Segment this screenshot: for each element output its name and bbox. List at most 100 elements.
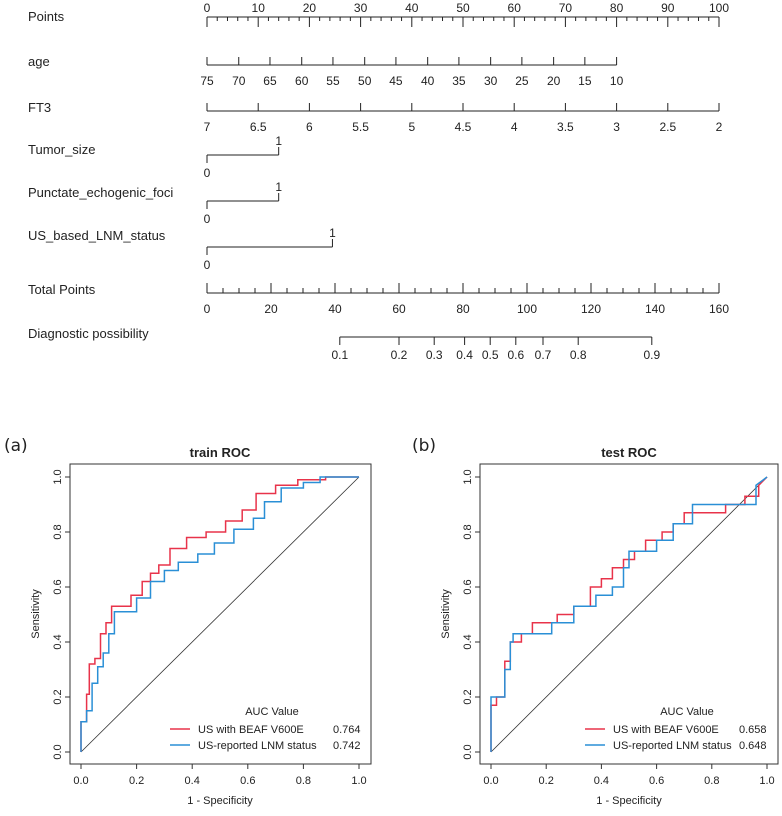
y-tick-label: 0.6 <box>462 579 474 594</box>
legend-auc-value: 0.764 <box>333 724 361 736</box>
ft3-tick-label: 5.5 <box>352 120 369 134</box>
legend-auc-value: 0.742 <box>333 740 361 752</box>
age-tick-label: 45 <box>389 74 403 88</box>
age-tick-label: 60 <box>295 74 309 88</box>
train-roc-chart: train ROC 0.0 0.0 0.2 0.2 0.4 0.4 0.6 0.6 0.8 0.8 1… <box>30 445 372 807</box>
legend-series-name: US with BEAF V600E <box>613 724 719 736</box>
y-tick-label: 0.0 <box>52 744 64 759</box>
legend-title: AUC Value <box>245 706 299 718</box>
tumor-size-level-label: 0 <box>204 166 211 180</box>
ft3-tick-label: 3.5 <box>557 120 574 134</box>
possibility-tick-label: 0.5 <box>482 348 499 362</box>
x-tick-label: 1.0 <box>351 775 366 787</box>
total-tick-label: 40 <box>328 302 342 316</box>
x-tick-label: 0.8 <box>704 775 719 787</box>
nomogram: Points age FT3 Tumor_size Punctate_echogenic… <box>28 1 729 362</box>
x-tick-label: 0.2 <box>539 775 554 787</box>
legend-series-name: US with BEAF V600E <box>198 724 304 736</box>
y-tick-label: 1.0 <box>462 469 474 484</box>
points-tick-label: 20 <box>303 1 317 15</box>
ft3-tick-label: 4.5 <box>455 120 472 134</box>
points-tick-label: 60 <box>508 1 522 15</box>
y-tick-label: 0.6 <box>52 579 64 594</box>
legend-series-name: US-reported LNM status <box>198 740 317 752</box>
tumor-size-level-label: 1 <box>275 134 282 148</box>
age-tick-label: 70 <box>232 74 246 88</box>
row-label-us-based-lnm-status: US_based_LNM_status <box>28 228 166 243</box>
possibility-tick-label: 0.7 <box>535 348 552 362</box>
row-label-tumor-size: Tumor_size <box>28 142 95 157</box>
chart-title: train ROC <box>190 445 251 460</box>
age-tick-label: 50 <box>358 74 372 88</box>
y-tick-label: 0.8 <box>52 524 64 539</box>
x-tick-label: 1.0 <box>759 775 774 787</box>
y-tick-label: 0.2 <box>462 689 474 704</box>
test-roc-chart: test ROC 0.0 0.0 0.2 0.2 0.4 0.4 0.6 0.6 0.8 0.8 1.… <box>440 445 779 807</box>
total-tick-label: 80 <box>456 302 470 316</box>
diagonal-reference-line <box>490 476 768 753</box>
y-tick-label: 0.8 <box>462 524 474 539</box>
x-axis-label: 1 - Specificity <box>187 795 253 807</box>
age-tick-label: 75 <box>200 74 214 88</box>
ft3-tick-label: 5 <box>408 120 415 134</box>
roc-curve-series-1 <box>80 476 359 752</box>
ft3-tick-label: 4 <box>511 120 518 134</box>
points-tick-label: 10 <box>252 1 266 15</box>
roc-curve-series-2 <box>80 476 359 752</box>
total-tick-label: 120 <box>581 302 601 316</box>
row-label-points: Points <box>28 9 65 24</box>
points-tick-label: 70 <box>559 1 573 15</box>
age-tick-label: 30 <box>484 74 498 88</box>
total-tick-label: 140 <box>645 302 665 316</box>
row-label-total-points: Total Points <box>28 282 96 297</box>
points-tick-label: 90 <box>661 1 675 15</box>
row-label-punctate-echogenic-foci: Punctate_echogenic_foci <box>28 185 173 200</box>
plot-frame <box>69 463 372 765</box>
x-tick-label: 0.0 <box>73 775 88 787</box>
ft3-tick-label: 6 <box>306 120 313 134</box>
ft3-tick-label: 7 <box>204 120 211 134</box>
possibility-tick-label: 0.4 <box>456 348 473 362</box>
y-axis-label: Sensitivity <box>440 589 452 639</box>
y-tick-label: 1.0 <box>52 469 64 484</box>
row-label-ft3: FT3 <box>28 100 51 115</box>
row-label-age: age <box>28 54 50 69</box>
total-tick-label: 100 <box>517 302 537 316</box>
ft3-tick-label: 3 <box>613 120 620 134</box>
us-based-lnm-status-level-label: 0 <box>204 258 211 272</box>
row-label-diagnostic-possibility: Diagnostic possibility <box>28 326 149 341</box>
punctate-echogenic-foci-level-label: 0 <box>204 212 211 226</box>
x-axis-label: 1 - Specificity <box>596 795 662 807</box>
plot-frame <box>479 463 779 765</box>
punctate-echogenic-foci-level-label: 1 <box>275 180 282 194</box>
diagonal-reference-line <box>80 476 360 753</box>
possibility-tick-label: 0.8 <box>570 348 587 362</box>
points-tick-label: 30 <box>354 1 368 15</box>
y-tick-label: 0.0 <box>462 744 474 759</box>
age-tick-label: 10 <box>610 74 624 88</box>
ft3-tick-label: 6.5 <box>250 120 267 134</box>
ft3-tick-label: 2 <box>716 120 723 134</box>
points-tick-label: 50 <box>456 1 470 15</box>
possibility-tick-label: 0.3 <box>426 348 443 362</box>
legend-series-name: US-reported LNM status <box>613 740 732 752</box>
age-tick-label: 35 <box>452 74 466 88</box>
y-tick-label: 0.2 <box>52 689 64 704</box>
x-tick-label: 0.0 <box>483 775 498 787</box>
age-tick-label: 25 <box>515 74 529 88</box>
x-tick-label: 0.4 <box>594 775 609 787</box>
possibility-tick-label: 0.9 <box>643 348 660 362</box>
legend-title: AUC Value <box>660 706 714 718</box>
total-tick-label: 0 <box>204 302 211 316</box>
roc-curve-series-2 <box>490 476 768 752</box>
total-tick-label: 160 <box>709 302 729 316</box>
age-tick-label: 55 <box>326 74 340 88</box>
panel-label-b: (b) <box>412 436 437 456</box>
panel-label-a: (a) <box>4 436 28 456</box>
x-tick-label: 0.4 <box>185 775 200 787</box>
x-tick-label: 0.2 <box>129 775 144 787</box>
age-tick-label: 40 <box>421 74 435 88</box>
x-tick-label: 0.6 <box>240 775 255 787</box>
legend-auc-value: 0.658 <box>739 724 767 736</box>
total-tick-label: 20 <box>264 302 278 316</box>
